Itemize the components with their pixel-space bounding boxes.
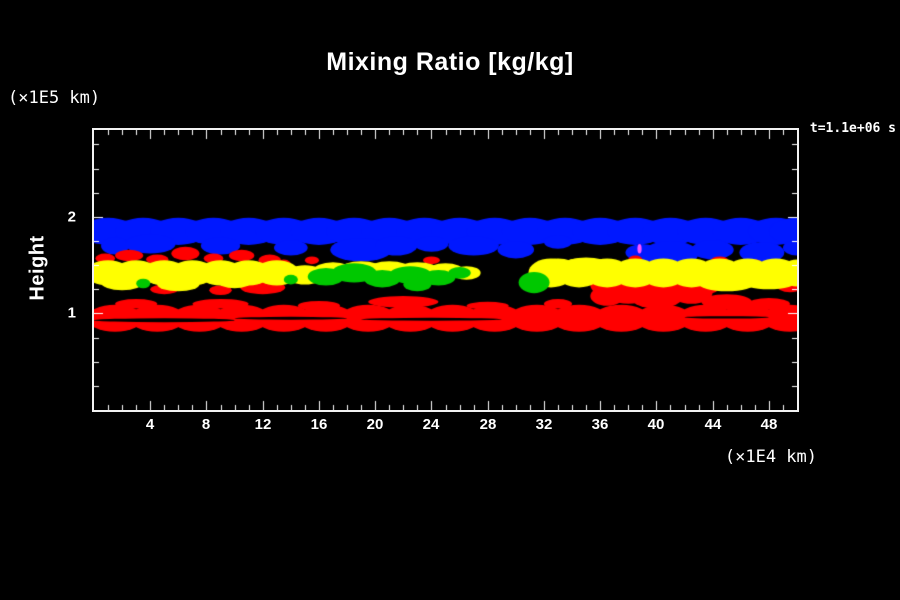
x-tick-label: 32: [535, 416, 553, 433]
y-tick-label: 2: [67, 208, 76, 226]
x-tick-label: 48: [760, 416, 778, 433]
time-annotation: t=1.1e+06 s: [809, 121, 896, 136]
x-tick-label: 28: [479, 416, 497, 433]
x-axis-tick-labels: 4 8 12 16 20 24 28 32 36 40 44 48: [94, 416, 801, 438]
x-tick-label: 8: [201, 416, 211, 433]
x-tick-label: 12: [254, 416, 272, 433]
x-tick-label: 16: [310, 416, 328, 433]
plot-area: [92, 128, 799, 412]
x-tick-label: 4: [145, 416, 155, 433]
x-tick-label: 24: [422, 416, 440, 433]
x-axis-units-label: (×1E4 km): [724, 447, 817, 467]
x-tick-label: 40: [647, 416, 665, 433]
mixing-ratio-plot-canvas: [94, 130, 797, 410]
chart-title: Mixing Ratio [kg/kg]: [326, 48, 574, 76]
x-tick-label: 20: [366, 416, 384, 433]
y-axis-units-label: (×1E5 km): [8, 88, 101, 108]
x-tick-label: 44: [704, 416, 722, 433]
x-tick-label: 36: [591, 416, 609, 433]
y-tick-label: 1: [67, 304, 76, 322]
